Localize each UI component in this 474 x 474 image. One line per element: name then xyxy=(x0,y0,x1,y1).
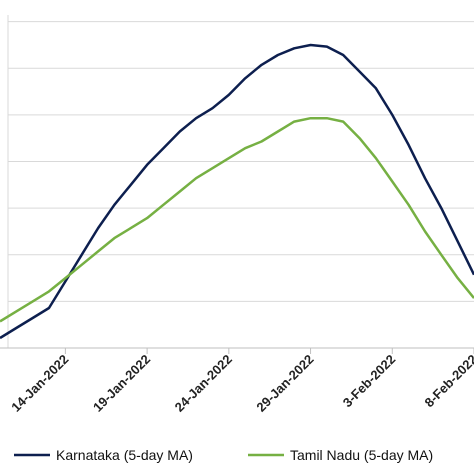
x-axis-tick-labels: 14-Jan-2022 19-Jan-2022 24-Jan-2022 29-Jan-… xyxy=(8,352,474,415)
gridlines xyxy=(7,15,474,349)
series-line-tamil-nadu xyxy=(0,116,474,323)
legend: Karnataka (5-day MA) Tamil Nadu (5-day M… xyxy=(14,447,433,463)
x-tick-label: 8-Feb-2022 xyxy=(421,352,474,411)
x-tick-label: 3-Feb-2022 xyxy=(340,352,399,411)
axes xyxy=(0,347,474,354)
series-lines xyxy=(0,43,474,340)
legend-label-tamil-nadu: Tamil Nadu (5-day MA) xyxy=(290,447,433,463)
series-line-karnataka xyxy=(0,43,474,340)
x-tick-label: 24-Jan-2022 xyxy=(172,352,235,415)
x-tick-label: 19-Jan-2022 xyxy=(90,352,153,415)
x-tick-label: 14-Jan-2022 xyxy=(8,352,71,415)
legend-label-karnataka: Karnataka (5-day MA) xyxy=(56,447,193,463)
x-tick-label: 29-Jan-2022 xyxy=(253,352,316,415)
